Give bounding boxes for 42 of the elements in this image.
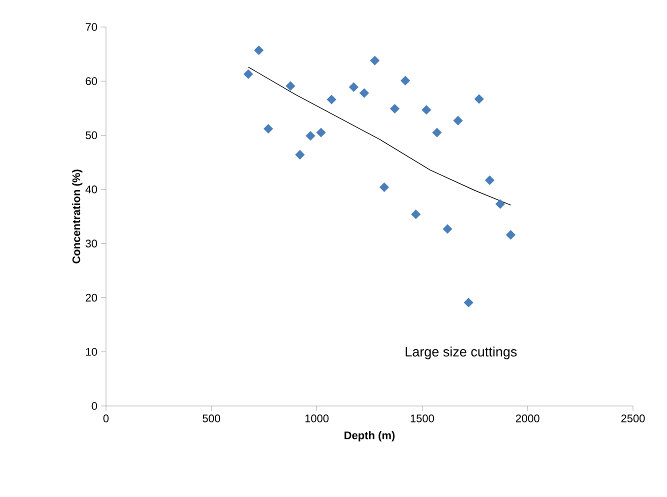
y-tick-label: 20 bbox=[86, 294, 98, 302]
annotation: Large size cuttings bbox=[406, 346, 517, 360]
y-tick-label: 60 bbox=[86, 77, 98, 86]
point bbox=[264, 124, 274, 134]
point bbox=[400, 76, 410, 86]
y-tick-label: 70 bbox=[86, 23, 98, 31]
point bbox=[390, 104, 400, 114]
y-tick-label: 40 bbox=[85, 186, 98, 194]
point bbox=[359, 88, 370, 98]
point bbox=[295, 150, 305, 160]
point bbox=[254, 45, 264, 56]
y-tick-label: 0 bbox=[92, 402, 98, 410]
x-axis-title: Depth (m) bbox=[344, 431, 395, 442]
point bbox=[370, 56, 380, 66]
point bbox=[442, 224, 452, 234]
y-tick-label: 10 bbox=[86, 348, 98, 356]
y-tick-label: 30 bbox=[86, 240, 98, 248]
point bbox=[453, 116, 463, 126]
point bbox=[506, 230, 516, 240]
x-tick-label: 1000 bbox=[305, 414, 329, 422]
point bbox=[422, 105, 432, 115]
point bbox=[306, 131, 316, 141]
point bbox=[495, 199, 505, 209]
x-tick-label: 0 bbox=[103, 414, 109, 422]
point bbox=[484, 175, 494, 186]
point bbox=[286, 81, 296, 91]
point bbox=[244, 69, 254, 79]
point bbox=[379, 182, 390, 192]
y-axis-title: Concentration (%) bbox=[72, 170, 82, 264]
point bbox=[464, 298, 474, 308]
y-tick-label: 50 bbox=[86, 131, 98, 140]
x-tick-label: 1500 bbox=[410, 414, 434, 422]
x-tick-label: 2500 bbox=[621, 414, 645, 422]
x-tick-label: 500 bbox=[202, 414, 220, 422]
point bbox=[474, 94, 484, 104]
x-tick-label: 2000 bbox=[516, 414, 540, 422]
line-series bbox=[248, 66, 512, 206]
point bbox=[411, 210, 421, 220]
point bbox=[432, 128, 442, 138]
point bbox=[316, 128, 326, 138]
point bbox=[326, 94, 336, 104]
point bbox=[348, 82, 358, 92]
